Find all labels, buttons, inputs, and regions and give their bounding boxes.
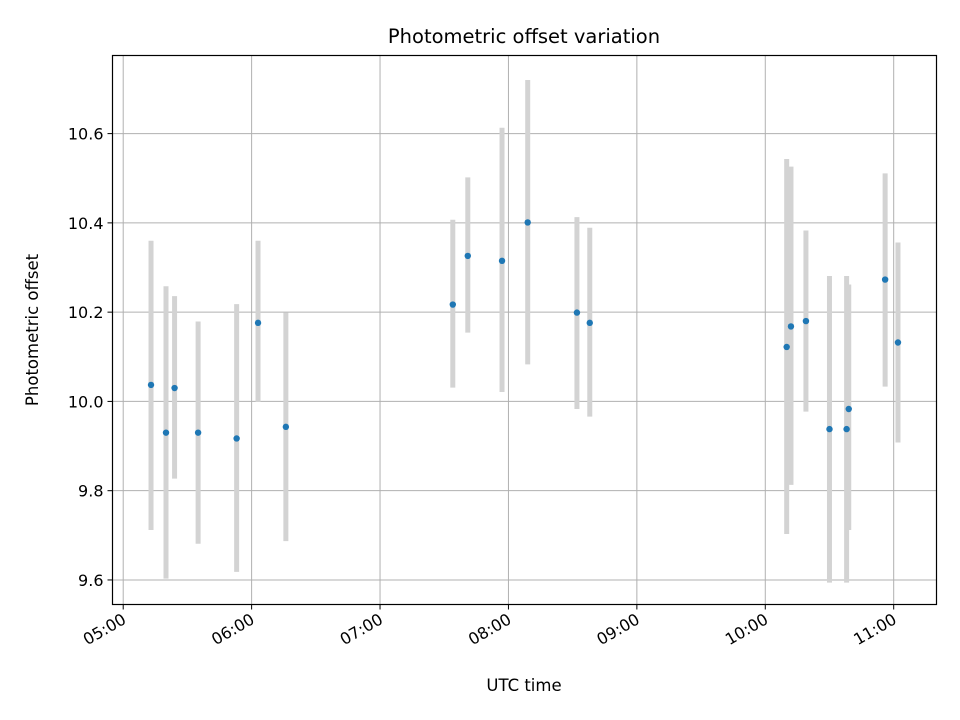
data-point: [894, 339, 902, 346]
data-point: [498, 257, 506, 265]
data-markers: [147, 219, 902, 442]
data-point: [147, 381, 155, 389]
data-point: [233, 435, 240, 442]
x-tick-label: 05:00: [80, 610, 129, 650]
data-point: [881, 276, 889, 283]
x-axis-ticks: 05:00 06:00 07:00 08:00 09:00 10:00 11:00: [80, 604, 900, 650]
grid-lines: [112, 55, 937, 605]
x-tick-label: 11:00: [850, 610, 899, 650]
chart-title: Photometric offset variation: [388, 25, 660, 48]
data-point: [573, 309, 581, 316]
x-tick-label: 10:00: [722, 610, 771, 650]
data-point: [826, 425, 833, 433]
plot-frame: [111, 54, 938, 606]
x-tick-label: 08:00: [465, 610, 514, 650]
error-bars: [148, 80, 901, 583]
x-tick-label: 06:00: [208, 610, 257, 650]
data-point: [449, 301, 457, 308]
y-tick-label: 10.2: [68, 303, 104, 322]
data-point: [282, 423, 290, 431]
data-point: [171, 384, 178, 392]
data-point: [843, 425, 850, 433]
data-point: [845, 405, 852, 413]
x-tick-label: 09:00: [593, 610, 642, 650]
y-axis-label: Photometric offset: [23, 253, 42, 406]
x-axis-label: UTC time: [486, 676, 561, 695]
data-point: [254, 319, 262, 327]
data-point: [586, 319, 593, 327]
data-point: [524, 219, 531, 226]
data-point: [162, 429, 170, 436]
data-point: [464, 252, 471, 260]
x-tick-label: 07:00: [337, 610, 386, 650]
y-tick-label: 10.6: [68, 125, 104, 144]
y-tick-label: 10.0: [68, 392, 104, 411]
data-point: [194, 429, 202, 436]
data-point: [802, 317, 810, 325]
data-point: [787, 323, 795, 330]
y-axis-ticks: 9.6 9.8 10.0 10.2 10.4 10.6: [68, 125, 113, 590]
y-tick-label: 9.6: [78, 571, 103, 590]
data-point: [783, 343, 790, 351]
y-tick-label: 10.4: [68, 214, 104, 233]
y-tick-label: 9.8: [78, 482, 103, 501]
